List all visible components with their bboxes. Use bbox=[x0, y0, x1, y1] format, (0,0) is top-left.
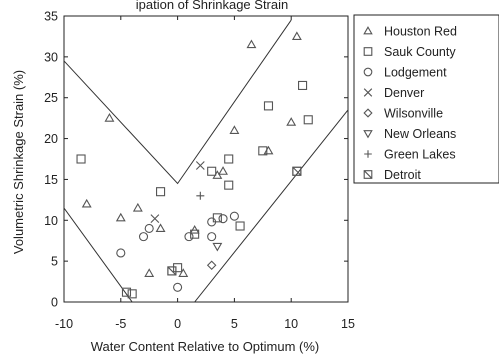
point-sauk-county bbox=[224, 154, 234, 164]
chart-title: ipation of Shrinkage Strain bbox=[136, 0, 288, 12]
legend-label: Denver bbox=[384, 86, 424, 100]
x-tick-label: 5 bbox=[231, 317, 238, 331]
x-tick-label: -5 bbox=[115, 317, 126, 331]
point-houston-red bbox=[229, 125, 240, 134]
y-tick-label: 5 bbox=[51, 255, 58, 269]
y-tick-label: 20 bbox=[44, 132, 58, 146]
legend-label: New Orleans bbox=[384, 127, 456, 141]
y-tick-label: 15 bbox=[44, 173, 58, 187]
point-lodgement bbox=[184, 232, 194, 242]
point-houston-red bbox=[263, 145, 274, 155]
x-tick-label: -10 bbox=[55, 317, 73, 331]
point-detroit bbox=[167, 266, 177, 276]
point-houston-red bbox=[132, 202, 143, 212]
point-sauk-county bbox=[258, 146, 268, 156]
legend-label: Sauk County bbox=[384, 45, 456, 59]
y-tick-label: 25 bbox=[44, 91, 58, 105]
x-tick-label: 15 bbox=[341, 317, 355, 331]
point-sauk-county bbox=[263, 101, 274, 111]
legend-label: Green Lakes bbox=[384, 148, 456, 162]
legend-marker bbox=[363, 26, 373, 35]
axes: -10 -5 0 5 10 15 0 5 10 15 20 25 30 35 bbox=[44, 10, 355, 332]
point-sauk-county bbox=[76, 154, 86, 164]
point-houston-red bbox=[189, 224, 200, 234]
point-houston-red bbox=[104, 113, 115, 122]
point-houston-red bbox=[81, 198, 92, 208]
x-tick-label: 10 bbox=[284, 317, 298, 331]
upper-envelope-line bbox=[64, 19, 292, 185]
envelope-lines bbox=[64, 19, 348, 302]
y-tick-label: 10 bbox=[44, 214, 58, 228]
point-denver bbox=[195, 161, 205, 170]
x-axis-label: Water Content Relative to Optimum (%) bbox=[91, 339, 320, 354]
legend: Houston Red Sauk County Lodgement Denver Wil… bbox=[353, 14, 499, 184]
y-tick-label: 35 bbox=[44, 10, 58, 24]
point-lodgement bbox=[207, 232, 217, 242]
point-wilsonville bbox=[206, 260, 217, 271]
y-tick-label: 30 bbox=[44, 50, 58, 64]
point-houston-red bbox=[144, 268, 155, 277]
x-tick-label: 0 bbox=[174, 317, 181, 331]
point-lodgement bbox=[116, 248, 126, 258]
point-houston-red bbox=[291, 31, 302, 40]
point-houston-red bbox=[286, 117, 297, 126]
point-sauk-county bbox=[303, 115, 313, 125]
point-sauk-county bbox=[224, 180, 234, 190]
point-houston-red bbox=[155, 223, 166, 233]
point-denver bbox=[150, 214, 160, 224]
point-houston-red bbox=[178, 268, 189, 277]
legend-label: Houston Red bbox=[384, 25, 457, 39]
legend-marker bbox=[363, 67, 373, 77]
point-lodgement bbox=[144, 223, 154, 234]
lower-envelope-line bbox=[64, 109, 348, 302]
point-sauk-county bbox=[173, 263, 183, 273]
legend-marker bbox=[363, 130, 373, 139]
point-sauk-county bbox=[127, 289, 137, 299]
point-lodgement bbox=[229, 211, 239, 221]
point-houston-red bbox=[246, 39, 257, 49]
legend-label: Wilsonville bbox=[384, 107, 443, 121]
legend-box bbox=[353, 14, 499, 184]
point-sauk-county bbox=[156, 187, 166, 197]
legend-marker bbox=[363, 47, 373, 56]
y-tick-label: 0 bbox=[51, 296, 58, 310]
data-markers bbox=[76, 31, 313, 299]
legend-marker bbox=[364, 150, 372, 158]
point-sauk-county bbox=[190, 229, 200, 239]
point-lodgement bbox=[173, 282, 183, 292]
legend-marker bbox=[363, 88, 373, 97]
point-sauk-county bbox=[235, 221, 245, 231]
plot-border bbox=[63, 15, 349, 303]
point-lodgement bbox=[218, 214, 228, 224]
point-lodgement bbox=[207, 217, 217, 227]
point-lodgement bbox=[138, 232, 149, 242]
legend-marker bbox=[363, 108, 373, 118]
point-sauk-county bbox=[121, 287, 132, 297]
plot-area bbox=[63, 15, 349, 303]
point-houston-red bbox=[115, 212, 126, 222]
point-green-lakes bbox=[196, 191, 205, 200]
point-sauk-county bbox=[298, 80, 308, 91]
point-detroit bbox=[292, 166, 302, 176]
point-houston-red bbox=[218, 166, 228, 175]
y-axis-label: Volumetric Shrinkage Strain (%) bbox=[11, 70, 26, 254]
legend-label: Detroit bbox=[384, 168, 421, 182]
legend-label: Lodgement bbox=[384, 66, 447, 80]
point-sauk-county bbox=[207, 166, 217, 176]
point-new-orleans bbox=[212, 242, 223, 252]
legend-marker bbox=[363, 170, 373, 179]
